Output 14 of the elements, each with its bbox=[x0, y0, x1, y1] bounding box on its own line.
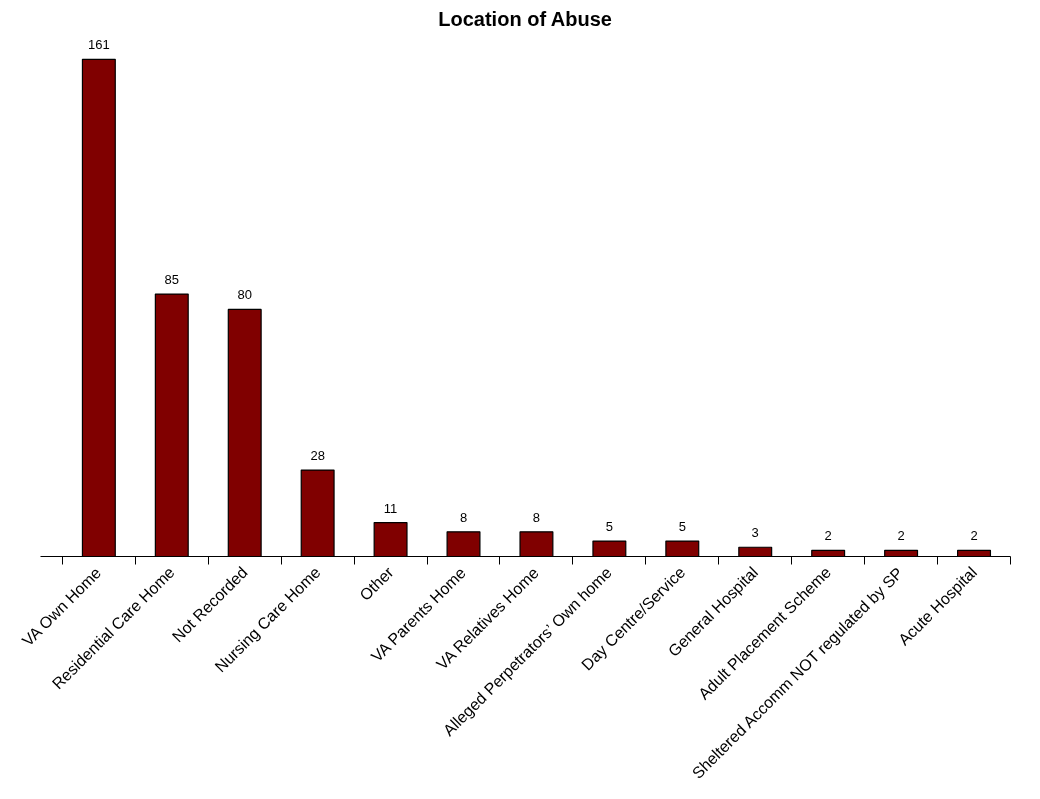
data-label: 28 bbox=[310, 448, 325, 464]
chart-title: Location of Abuse bbox=[438, 7, 612, 30]
data-label: 161 bbox=[88, 37, 110, 53]
data-label: 5 bbox=[605, 519, 613, 535]
data-label: 2 bbox=[897, 528, 905, 544]
data-label: 8 bbox=[459, 509, 468, 525]
data-label: 5 bbox=[678, 519, 686, 535]
data-label: 8 bbox=[532, 509, 541, 525]
data-label: 3 bbox=[751, 525, 759, 541]
data-label: 2 bbox=[824, 528, 832, 544]
data-label: 2 bbox=[970, 528, 978, 544]
data-label: 11 bbox=[383, 500, 398, 516]
data-label: 85 bbox=[164, 272, 180, 288]
data-label: 80 bbox=[237, 287, 252, 303]
